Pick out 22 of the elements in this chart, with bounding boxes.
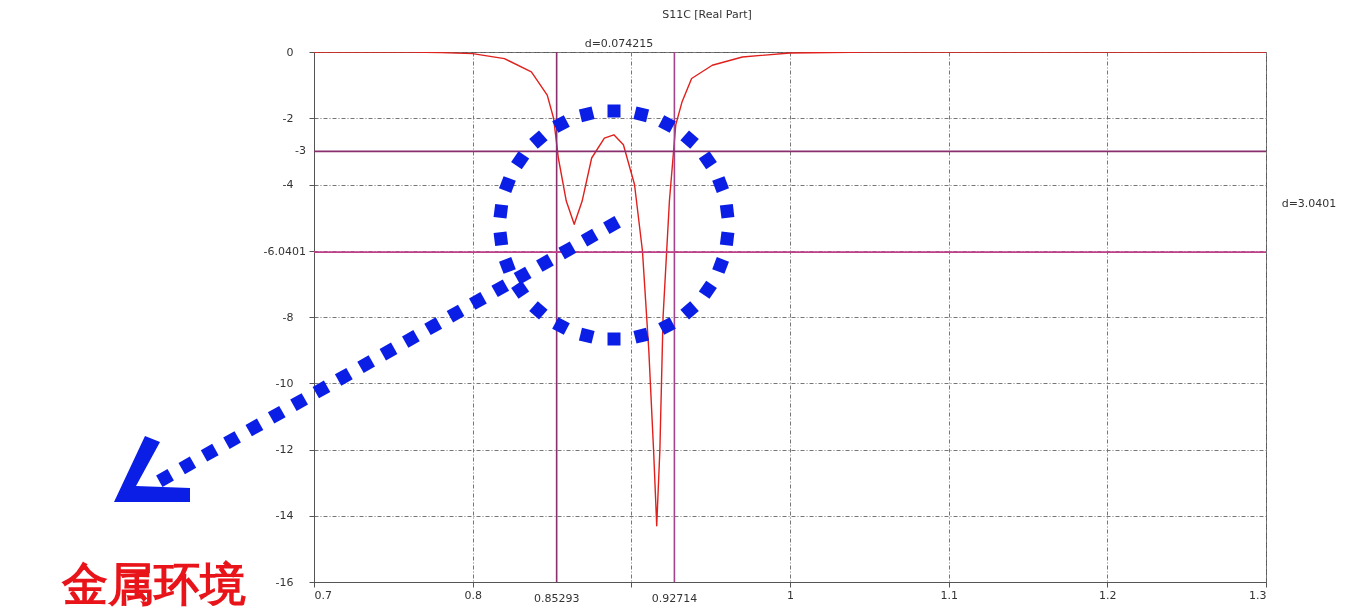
y-tick-label: -12 bbox=[275, 443, 294, 456]
x-tick-label: 1 bbox=[787, 588, 794, 602]
x-tick-label: 0.7 bbox=[314, 588, 332, 602]
y-tick-label: -16 bbox=[275, 575, 294, 589]
x-tick-label: 0.8 bbox=[464, 588, 482, 602]
y-tick-label: -4 bbox=[282, 178, 294, 191]
x-tick-label: 1.1 bbox=[940, 588, 958, 602]
text: d=3.0401 bbox=[1281, 197, 1337, 210]
x-tick-label: 1.2 bbox=[1099, 588, 1117, 602]
ref-line-label: -3 bbox=[295, 144, 306, 158]
y-tick-label: -14 bbox=[275, 509, 294, 523]
x-tick-label: 1.3 bbox=[1249, 588, 1267, 602]
text: d=0.074215 bbox=[584, 37, 654, 50]
chart-title: S11C [Real Part] bbox=[662, 8, 752, 21]
y-tick-label: -10 bbox=[275, 376, 294, 390]
ref-line-label: 0.85293 bbox=[533, 592, 580, 605]
ref-line-label: -6.0401 bbox=[263, 245, 306, 259]
y-tick-label: -8 bbox=[282, 310, 294, 324]
y-tick-label: -2 bbox=[282, 111, 294, 125]
ref-line-label: 0.92714 bbox=[651, 592, 698, 605]
text: 金属环境 bbox=[61, 557, 246, 611]
y-tick-label: 0 bbox=[286, 45, 294, 59]
